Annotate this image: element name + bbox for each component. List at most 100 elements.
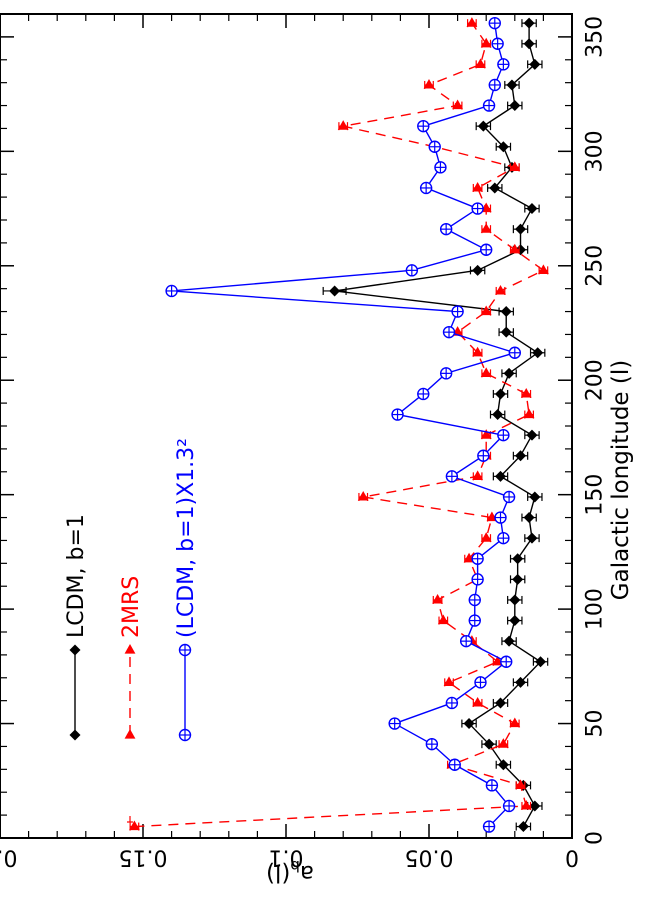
data-point [497, 58, 510, 71]
data-point [448, 758, 461, 771]
legend-label: (LCDM, b=1)X1.3² [174, 438, 199, 638]
data-point [472, 470, 484, 480]
data-point [472, 346, 484, 357]
data-point [405, 264, 419, 277]
data-point [439, 367, 453, 380]
x-tick-label: 350 [583, 16, 608, 58]
data-point [526, 532, 538, 544]
data-point [477, 449, 490, 462]
x-tick-label: 150 [583, 474, 608, 516]
data-point [515, 779, 526, 789]
data-point [417, 387, 430, 401]
data-point [451, 305, 464, 318]
axis-ticks [0, 14, 573, 839]
data-point [425, 737, 439, 751]
data-point [509, 594, 521, 606]
x-axis-title: Galactic longitude (l) [608, 360, 634, 600]
data-point [497, 428, 510, 442]
data-point [485, 779, 499, 792]
data-point [535, 656, 547, 668]
data-point [459, 634, 473, 648]
data-point [523, 408, 535, 419]
data-point [509, 717, 521, 728]
x-tick-label: 0 [583, 831, 608, 845]
data-point [391, 408, 404, 421]
y-tick-label: 0.15 [119, 844, 168, 869]
data-point [471, 202, 484, 215]
data-point [466, 17, 478, 27]
data-point [500, 326, 512, 338]
data-point [357, 490, 369, 501]
data-point [443, 676, 455, 686]
data-point [503, 635, 515, 647]
data-point [482, 820, 496, 833]
data-point [417, 119, 430, 133]
data-point [492, 409, 504, 421]
data-point [494, 511, 507, 524]
y-tick-label: 0.2 [0, 844, 18, 869]
data-point [491, 37, 504, 50]
data-point [480, 532, 492, 542]
x-tick-labels: 0 50 100 150 200 250 300 350 [583, 16, 608, 845]
data-point [468, 593, 481, 607]
series-lcdm-b-1 [322, 17, 549, 833]
data-point [526, 203, 538, 215]
y-axis-title-arg: (l) [266, 860, 290, 886]
data-point [500, 655, 513, 668]
data-point [520, 799, 532, 810]
y-tick-labels: 0 0.05 0.1 0.15 0.2 [0, 844, 579, 869]
data-point [480, 37, 492, 48]
data-point [445, 470, 459, 483]
x-tick-label: 50 [583, 710, 608, 738]
x-tick-label: 100 [583, 588, 608, 630]
data-point [477, 120, 489, 132]
data-point [337, 120, 349, 130]
data-point [520, 387, 532, 398]
data-point [480, 223, 492, 233]
series-lcdm-b-1-x1-3 [165, 16, 521, 833]
data-point [509, 243, 521, 254]
data-point [468, 614, 481, 627]
data-point [329, 285, 341, 297]
data-point [489, 182, 501, 194]
legend-marker [124, 644, 136, 654]
series-line [134, 22, 545, 828]
legend-marker [69, 644, 81, 656]
data-point [439, 222, 453, 236]
x-tick-label: 200 [583, 359, 608, 401]
data-point [434, 161, 447, 174]
data-point [442, 325, 456, 339]
data-point [502, 799, 516, 813]
data-point [463, 718, 475, 730]
data-point [497, 759, 509, 771]
data-point [500, 306, 512, 318]
data-point [488, 78, 501, 92]
series-line [334, 23, 542, 827]
data-point [497, 141, 509, 153]
data-point [445, 696, 459, 710]
y-axis-title: ab(l) [266, 857, 314, 886]
data-point [517, 821, 529, 833]
series-layer [129, 16, 549, 833]
legend-marker [124, 729, 136, 739]
legend: LCDM, b=1 2MRS (LCDM, b=1)X1.3² [64, 438, 199, 823]
data-point [532, 347, 544, 359]
data-point [432, 593, 443, 604]
data-point [472, 264, 484, 276]
data-point [497, 531, 510, 545]
data-point [495, 284, 506, 295]
plot-frame [0, 13, 573, 839]
legend-label: LCDM, b=1 [64, 514, 89, 638]
data-point [509, 100, 521, 112]
series-2mrs [129, 17, 549, 831]
data-point [538, 264, 549, 274]
y-tick-label: 0.05 [405, 844, 454, 869]
y-tick-label: 0 [565, 844, 579, 869]
data-point [515, 223, 527, 235]
data-point [480, 367, 492, 377]
data-point [523, 512, 535, 524]
legend-marker [178, 728, 192, 742]
data-point [529, 58, 541, 70]
data-point [506, 79, 518, 91]
